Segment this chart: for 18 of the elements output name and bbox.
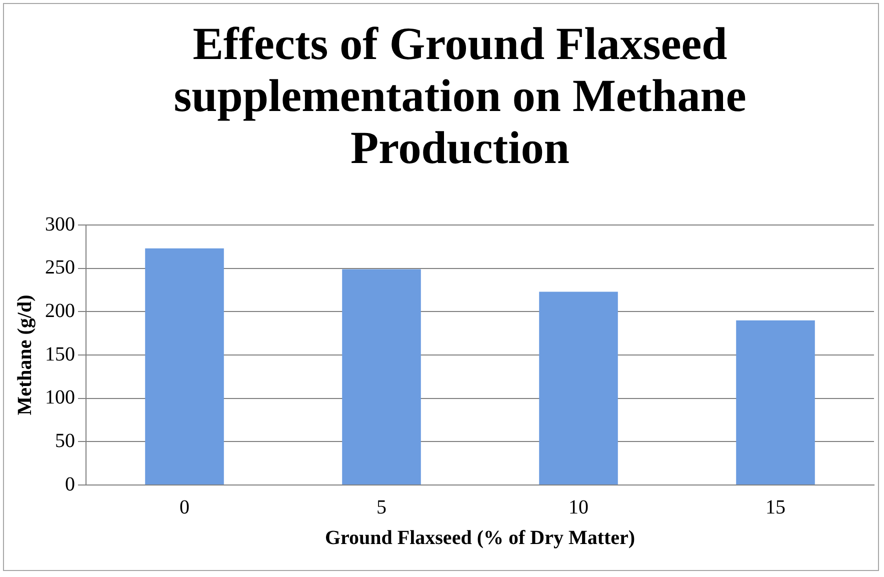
bar <box>145 248 224 484</box>
x-tick-label: 15 <box>766 496 786 518</box>
bar <box>736 320 815 484</box>
y-tick-label: 100 <box>45 386 75 409</box>
x-tick-label: 5 <box>376 496 386 518</box>
y-tick-label: 50 <box>55 430 75 452</box>
bar <box>342 269 421 484</box>
y-tick-label: 200 <box>45 300 75 322</box>
y-axis-title: Methane (g/d) <box>14 294 36 416</box>
x-tick-label: 0 <box>180 496 190 518</box>
bar <box>539 292 618 484</box>
y-tick-label: 0 <box>65 473 75 496</box>
x-axis-title: Ground Flaxseed (% of Dry Matter) <box>324 527 636 550</box>
chart-title: Effects of Ground Flaxseed supplementation on Methane Production <box>172 18 748 174</box>
y-tick-label: 250 <box>45 256 75 279</box>
y-tick-label: 150 <box>45 343 75 366</box>
x-tick-label: 10 <box>568 496 588 518</box>
y-tick-label: 300 <box>45 213 75 236</box>
